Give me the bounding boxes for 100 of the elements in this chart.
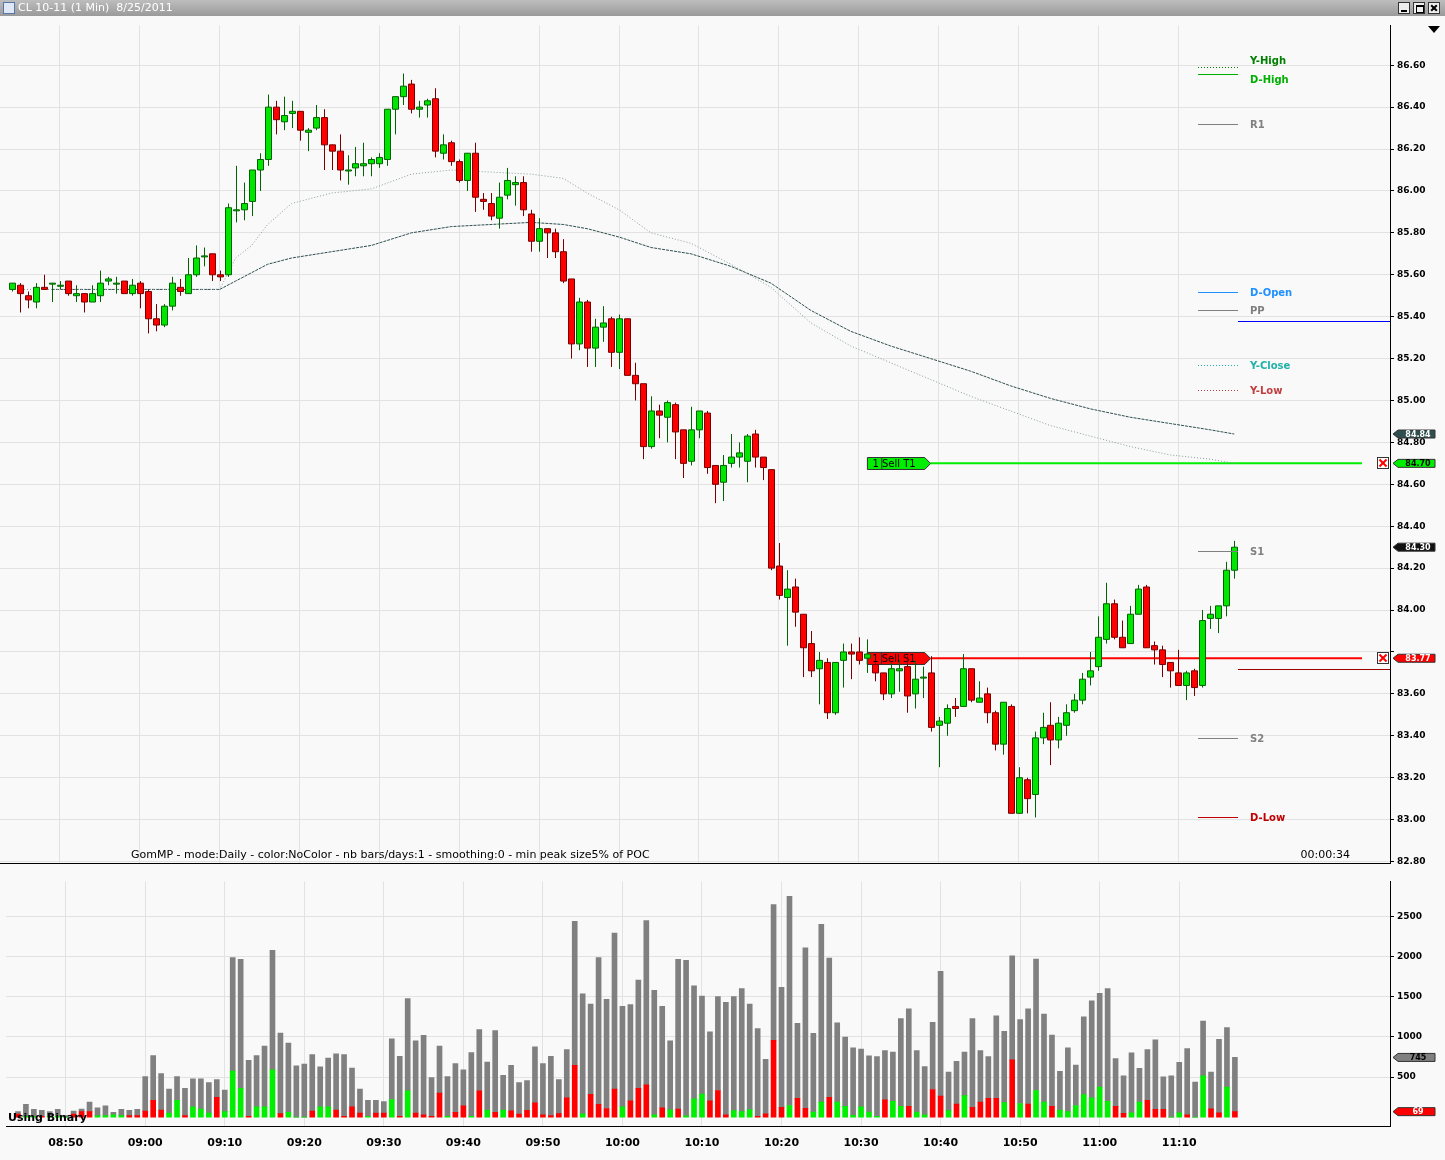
bar xyxy=(993,1098,1000,1118)
bar xyxy=(548,1056,554,1116)
bar xyxy=(206,1082,212,1114)
bar xyxy=(158,1109,164,1118)
bar xyxy=(540,1063,546,1116)
bar xyxy=(802,1107,809,1118)
bar xyxy=(524,1110,530,1118)
bar xyxy=(715,996,721,1091)
ref-line-label: Y-Close xyxy=(1249,360,1291,372)
bar xyxy=(333,1053,339,1111)
bar xyxy=(134,1115,141,1118)
ref-line-label: PP xyxy=(1250,305,1265,317)
y-tick-label: 1500 xyxy=(1397,991,1423,1002)
ref-line-label: D-High xyxy=(1250,74,1289,86)
y-tick-label: 84.00 xyxy=(1397,604,1426,615)
bar xyxy=(643,920,650,1086)
bar xyxy=(1216,1038,1222,1114)
bar xyxy=(325,1057,331,1108)
y-tick-label: 86.00 xyxy=(1397,185,1426,196)
bar xyxy=(850,1115,856,1118)
bar xyxy=(476,1090,483,1118)
y-tick-label: 85.00 xyxy=(1397,394,1426,405)
candlestick xyxy=(840,643,847,689)
bar xyxy=(993,1015,1000,1099)
bar xyxy=(357,1112,363,1118)
bar xyxy=(555,1079,562,1114)
x-tick-label: 10:30 xyxy=(843,1136,879,1150)
bar xyxy=(285,1112,292,1118)
bar xyxy=(898,1018,904,1107)
bar xyxy=(1232,1057,1238,1112)
bar xyxy=(977,1101,984,1118)
ref-line-label: S2 xyxy=(1250,733,1265,745)
bar xyxy=(953,1103,960,1118)
x-tick-label: 08:50 xyxy=(48,1136,84,1150)
bar xyxy=(317,1066,324,1108)
bar xyxy=(198,1078,204,1110)
bar xyxy=(492,1112,499,1118)
y-tick-label: 84.80 xyxy=(1397,436,1426,447)
bar xyxy=(261,1106,268,1118)
bar xyxy=(810,1111,817,1118)
bar xyxy=(381,1101,387,1114)
bar xyxy=(142,1110,149,1118)
bar xyxy=(603,1108,610,1118)
bar xyxy=(1208,1071,1214,1110)
candlestick xyxy=(536,217,543,253)
bar xyxy=(969,1106,976,1118)
annotation: 00:00:34 xyxy=(1300,847,1350,861)
bar xyxy=(571,921,578,1066)
bar xyxy=(905,1008,912,1107)
y-tick-label: 2500 xyxy=(1397,911,1423,922)
bar xyxy=(182,1087,188,1116)
bar xyxy=(985,1056,992,1099)
bar xyxy=(1112,1106,1119,1118)
bar xyxy=(1200,1020,1206,1077)
bar xyxy=(738,1111,745,1118)
bar xyxy=(1025,1103,1031,1118)
candlestick xyxy=(313,104,320,131)
bar xyxy=(842,1106,848,1118)
bar xyxy=(1049,1106,1055,1118)
text: 84.70 xyxy=(1405,458,1432,468)
bar xyxy=(309,1054,316,1112)
bar xyxy=(404,1090,411,1118)
text: 69 xyxy=(1412,1107,1424,1117)
x-tick-label: 09:40 xyxy=(445,1136,482,1150)
bar xyxy=(150,1055,156,1101)
bar xyxy=(1033,1090,1039,1118)
bar xyxy=(1057,1109,1063,1118)
bar xyxy=(563,1097,570,1118)
bar xyxy=(484,1061,491,1111)
bar xyxy=(190,1106,196,1118)
bar xyxy=(627,1100,634,1118)
bar xyxy=(1152,1108,1159,1118)
bar xyxy=(492,1030,499,1113)
bar xyxy=(468,1052,475,1117)
bar xyxy=(579,1113,586,1118)
bar xyxy=(94,1115,101,1118)
y-tick-label: 82.80 xyxy=(1397,855,1426,866)
bar xyxy=(1224,1086,1230,1118)
y-tick-label: 85.40 xyxy=(1397,311,1426,322)
bar xyxy=(516,1082,522,1115)
bar xyxy=(1208,1108,1214,1118)
bar xyxy=(1096,1086,1103,1118)
bar xyxy=(508,1065,514,1112)
bar xyxy=(858,1106,864,1118)
bar xyxy=(1160,1108,1167,1118)
bar xyxy=(707,1100,713,1118)
bar xyxy=(1176,1112,1183,1118)
x-tick-label: 10:50 xyxy=(1002,1136,1038,1150)
candlestick xyxy=(664,400,671,443)
bar xyxy=(651,990,658,1116)
bar xyxy=(921,1114,928,1118)
bar xyxy=(826,957,833,1098)
bar xyxy=(548,1115,554,1118)
bar xyxy=(1049,1034,1055,1107)
bar xyxy=(174,1100,180,1118)
bar xyxy=(882,1099,888,1118)
y-tick-label: 84.60 xyxy=(1397,478,1426,489)
bar xyxy=(850,1047,856,1116)
bar xyxy=(1176,1061,1183,1114)
y-tick-label: 84.40 xyxy=(1397,520,1426,531)
